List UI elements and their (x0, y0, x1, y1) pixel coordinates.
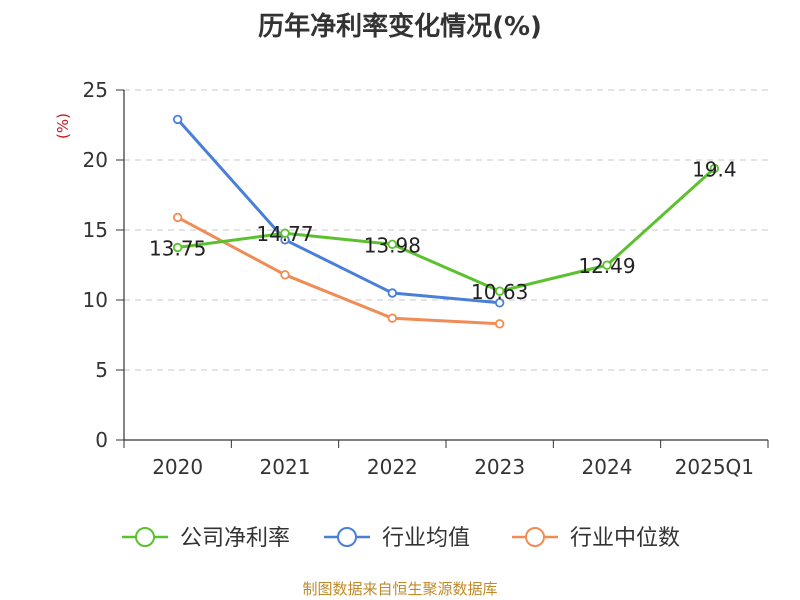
data-point (172, 242, 183, 253)
data-label: 19.4 (692, 157, 737, 181)
data-point (172, 212, 183, 223)
source-note: 制图数据来自恒生聚源数据库 (302, 580, 498, 598)
data-point (172, 114, 183, 125)
legend-label: 行业中位数 (570, 526, 680, 551)
data-label: 10.63 (471, 280, 528, 304)
x-tick-label: 2024 (582, 455, 633, 479)
data-label: 14.77 (256, 222, 313, 246)
x-tick-label: 2021 (260, 455, 311, 479)
x-tick-label: 2023 (474, 455, 525, 479)
legend-marker (337, 527, 357, 547)
data-label: 13.98 (364, 233, 421, 257)
chart-title: 历年净利率变化情况(%) (258, 12, 542, 42)
y-tick-label: 5 (95, 358, 108, 382)
y-axis-unit: (%) (54, 113, 72, 139)
legend-marker (135, 527, 155, 547)
data-label: 13.75 (149, 237, 206, 261)
x-tick-label: 2022 (367, 455, 418, 479)
series-line-0 (177, 167, 716, 293)
data-point (280, 270, 290, 280)
x-tick-label: 2025Q1 (675, 455, 754, 479)
data-point (494, 298, 505, 308)
legend-label: 行业均值 (382, 526, 470, 551)
y-tick-label: 10 (83, 288, 108, 312)
y-tick-label: 0 (95, 428, 108, 452)
data-point (280, 228, 290, 238)
data-point (494, 286, 505, 296)
x-tick-label: 2020 (152, 455, 203, 479)
data-label: 12.49 (578, 254, 635, 278)
data-point (709, 163, 720, 174)
legend-marker (525, 527, 545, 547)
series-line-1 (176, 118, 500, 305)
y-tick-label: 20 (83, 148, 108, 172)
legend-label: 公司净利率 (180, 526, 290, 551)
y-tick-label: 25 (83, 78, 108, 102)
series-line-2 (176, 216, 500, 326)
data-point (387, 313, 398, 323)
data-point (387, 288, 398, 298)
data-point (387, 239, 398, 249)
data-point (494, 319, 505, 329)
y-tick-label: 15 (83, 218, 108, 242)
data-point (602, 260, 612, 270)
